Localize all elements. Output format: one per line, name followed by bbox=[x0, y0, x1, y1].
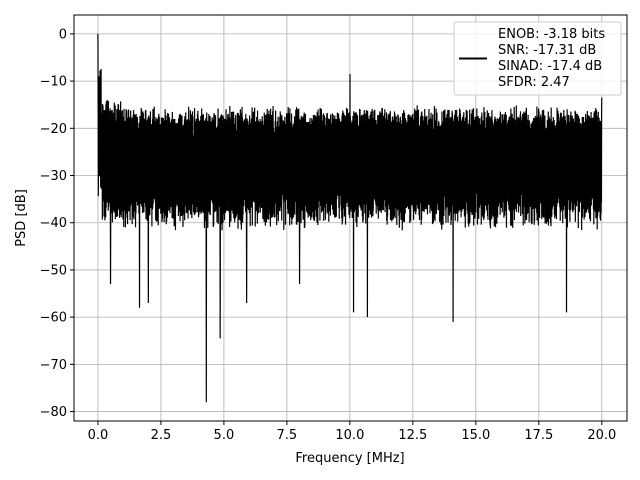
x-tick-label: 10.0 bbox=[335, 428, 364, 443]
legend: ENOB: -3.18 bits SNR: -17.31 dB SINAD: -… bbox=[453, 21, 622, 96]
y-axis-label: PSD [dB] bbox=[14, 189, 29, 247]
y-tick-label: −80 bbox=[40, 405, 67, 420]
plot-area bbox=[97, 33, 603, 403]
x-tick-label: 7.5 bbox=[277, 428, 298, 443]
legend-entry-sfdr: SFDR: 2.47 bbox=[498, 75, 570, 90]
y-tick-label: −30 bbox=[40, 169, 67, 184]
x-tick-label: 12.5 bbox=[398, 428, 427, 443]
legend-box bbox=[453, 21, 622, 96]
legend-entry-enob: ENOB: -3.18 bits bbox=[498, 27, 605, 42]
x-axis-label: Frequency [MHz] bbox=[295, 451, 404, 466]
x-tick-label: 17.5 bbox=[524, 428, 553, 443]
axes-frame bbox=[73, 14, 628, 422]
y-tick-label: −50 bbox=[40, 263, 67, 278]
x-tick-label: 2.5 bbox=[151, 428, 172, 443]
y-tick-label: 0 bbox=[59, 27, 67, 42]
psd-series-line bbox=[97, 33, 603, 403]
y-axis-ticks: 0 −10 −20 −30 −40 −50 −60 −70 −80 bbox=[40, 27, 74, 420]
y-tick-label: −10 bbox=[40, 75, 67, 90]
x-tick-label: 5.0 bbox=[214, 428, 235, 443]
x-tick-label: 20.0 bbox=[587, 428, 616, 443]
y-tick-label: −60 bbox=[40, 311, 67, 326]
legend-entry-snr: SNR: -17.31 dB bbox=[498, 43, 596, 58]
y-tick-label: −20 bbox=[40, 122, 67, 137]
legend-entry-sinad: SINAD: -17.4 dB bbox=[498, 59, 602, 74]
y-tick-label: −40 bbox=[40, 216, 67, 231]
y-tick-label: −70 bbox=[40, 358, 67, 373]
x-tick-label: 0.0 bbox=[88, 428, 109, 443]
x-axis-ticks: 0.0 2.5 5.0 7.5 10.0 12.5 15.0 17.5 20.0 bbox=[88, 421, 616, 443]
x-tick-label: 15.0 bbox=[461, 428, 490, 443]
